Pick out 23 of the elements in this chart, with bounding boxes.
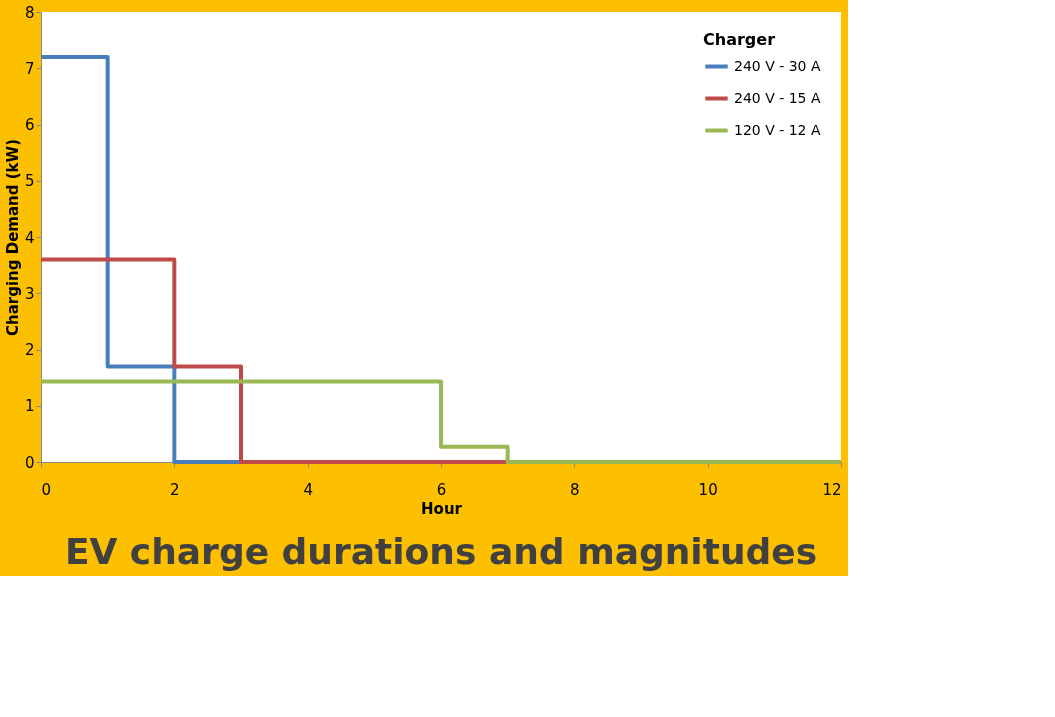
x-tick-label: 0	[41, 480, 52, 499]
y-tick-label: 8	[24, 3, 35, 22]
text: EV charge durations and magnitudes	[64, 531, 818, 572]
y-tick-label: 6	[24, 116, 35, 134]
x-tick-label: 8	[570, 480, 580, 499]
legend-label: 240 V - 15 A	[734, 89, 821, 106]
x-tick-label: 12	[822, 480, 842, 499]
y-tick-label: 7	[24, 59, 35, 78]
x-tick-label: 2	[170, 480, 180, 499]
y-tick-label: 5	[24, 172, 35, 191]
y-tick-label: 4	[24, 228, 35, 247]
x-axis-title: Hour	[421, 499, 463, 518]
legend-title: Charger	[703, 30, 776, 49]
legend-label: 120 V - 12 A	[734, 121, 821, 138]
y-tick-label: 0	[24, 453, 35, 472]
x-tick-label: 4	[303, 480, 313, 499]
x-tick-label: 10	[698, 480, 718, 499]
y-tick-label: 1	[24, 397, 35, 416]
y-tick-label: 2	[24, 341, 35, 359]
y-tick-label: 3	[24, 284, 35, 303]
y-axis-title: Charging Demand (kW)	[3, 139, 22, 336]
x-tick-label: 6	[436, 480, 447, 499]
legend-label: 240 V - 30 A	[734, 57, 821, 74]
